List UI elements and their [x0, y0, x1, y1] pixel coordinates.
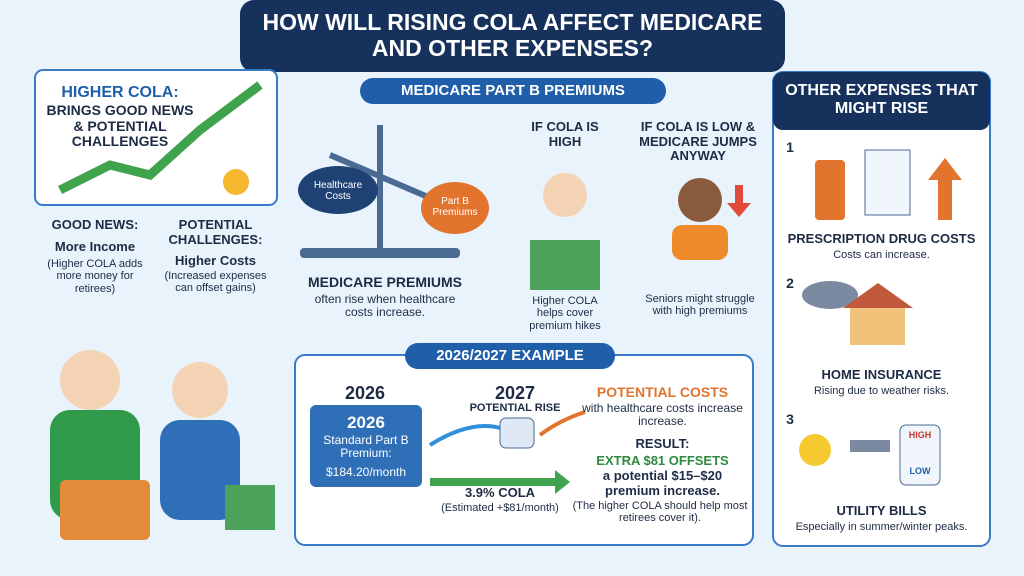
scale-left-label: Healthcare Costs — [313, 180, 363, 203]
medical-icon — [499, 417, 535, 449]
scale-base — [300, 248, 460, 258]
left-subline: BRINGS GOOD NEWS & POTENTIAL CHALLENGES — [46, 102, 194, 150]
senior-shirt — [672, 225, 728, 260]
example-heading: 2026/2027 EXAMPLE — [436, 347, 584, 364]
item-number: 3 — [786, 411, 794, 427]
bulb — [799, 434, 831, 466]
roof — [843, 283, 913, 308]
good-note: (Higher COLA adds more money for retiree… — [47, 258, 143, 295]
medicare-pill — [360, 78, 666, 104]
orange-arrow — [538, 410, 586, 437]
good-label: GOOD NEWS: — [51, 217, 139, 232]
low-text: Seniors might struggle with high premium… — [645, 293, 755, 318]
basket — [60, 480, 150, 540]
title-banner — [240, 0, 785, 72]
premiums-text: often rise when healthcare costs increas… — [314, 292, 456, 320]
premium-box — [310, 405, 422, 487]
premiums-title: MEDICARE PREMIUMS — [307, 274, 462, 290]
medicare-heading: MEDICARE PART B PREMIUMS — [401, 82, 625, 99]
bad-note: (Increased expenses can offset gains) — [164, 270, 267, 295]
item-title: HOME INSURANCE — [821, 367, 942, 382]
low-title: IF COLA IS LOW & MEDICARE JUMPS ANYWAY — [639, 119, 757, 164]
thermostat — [899, 424, 941, 486]
item-title: PRESCRIPTION DRUG COSTS — [787, 231, 976, 246]
scale-right-label: Part B Premiums — [432, 196, 478, 219]
potential-rise: POTENTIAL RISE — [469, 402, 561, 414]
good-title: More Income — [54, 239, 136, 254]
scale-pan-left — [298, 166, 378, 214]
money-stack — [530, 240, 600, 290]
coin — [223, 169, 249, 195]
year-2027: 2027 — [494, 383, 536, 403]
item-number: 1 — [786, 139, 794, 155]
storm-cloud — [802, 281, 858, 309]
pill-bottle — [815, 160, 845, 220]
item-text: Costs can increase. — [833, 249, 930, 261]
item-text: Rising due to weather risks. — [813, 385, 950, 397]
title: HOW WILL RISING COLA AFFECT MEDICARE AND… — [262, 9, 763, 61]
thermo-low: LOW — [909, 466, 931, 476]
box-amount: $184.20/month — [325, 465, 407, 479]
result-text: a potential $15–$20 premium increase. — [602, 468, 723, 498]
green-arrow — [430, 470, 570, 494]
costs-title: POTENTIAL COSTS — [596, 384, 729, 400]
senior-man — [60, 350, 120, 410]
faucet — [850, 440, 890, 452]
result-note: (The higher COLA should help most retire… — [572, 500, 748, 525]
up-arrow — [928, 158, 962, 220]
item-title: UTILITY BILLS — [836, 503, 927, 518]
cola-note: (Estimated +$81/month) — [441, 502, 559, 514]
box-year: 2026 — [347, 413, 385, 432]
bad-title: Higher Costs — [175, 253, 256, 268]
worried-senior — [678, 178, 722, 222]
senior-woman — [172, 362, 228, 418]
scale-pan-right — [421, 182, 489, 234]
house — [850, 305, 905, 345]
down-arrow — [727, 185, 751, 217]
bad-label: POTENTIAL CHALLENGES: — [168, 217, 263, 247]
happy-senior — [543, 173, 587, 217]
blue-arrow — [428, 424, 501, 447]
year-2026: 2026 — [344, 383, 386, 403]
woman-cardigan — [160, 420, 240, 520]
right-heading-bg — [773, 72, 990, 130]
other-heading: OTHER EXPENSES THAT MIGHT RISE — [785, 82, 978, 117]
cola: 3.9% COLA — [464, 485, 536, 500]
cash-stack — [225, 485, 275, 530]
prescription — [864, 149, 911, 216]
result-title: EXTRA $81 OFFSETS — [596, 453, 729, 468]
high-text: Higher COLA helps cover premium hikes — [529, 295, 601, 332]
left-headline: HIGHER COLA: — [61, 84, 179, 101]
item-text: Especially in summer/winter peaks. — [795, 521, 968, 533]
thermo-high: HIGH — [908, 430, 932, 440]
high-title: IF COLA IS HIGH — [531, 119, 599, 149]
item-number: 2 — [786, 275, 794, 291]
costs-text: with healthcare costs increase increase. — [582, 401, 743, 429]
box-text: Standard Part B Premium: — [323, 433, 409, 461]
example-pill — [405, 343, 615, 369]
result-label: RESULT: — [635, 436, 690, 451]
growth-arrow — [57, 81, 263, 195]
